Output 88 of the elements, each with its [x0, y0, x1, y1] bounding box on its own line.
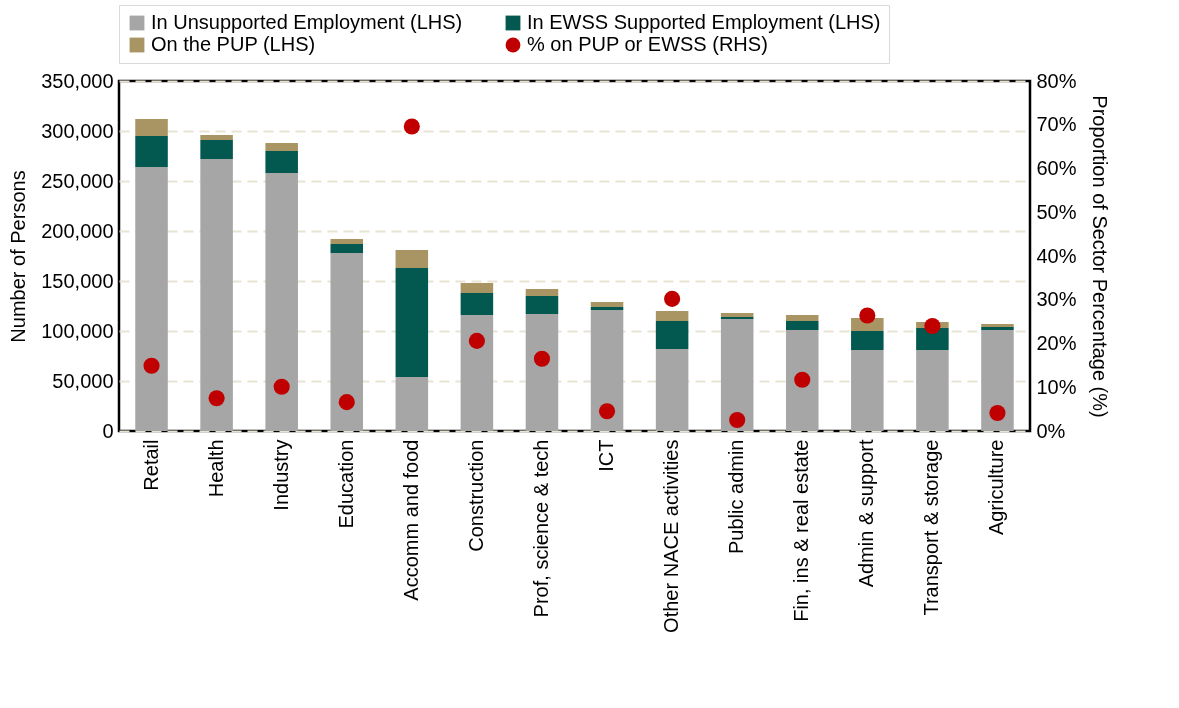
x-tick-label: Admin & support — [855, 439, 878, 588]
bar — [330, 253, 364, 431]
legend-label: % on PUP or EWSS (RHS) — [527, 33, 768, 55]
bar — [265, 173, 298, 431]
point — [794, 371, 811, 388]
point — [208, 390, 225, 407]
bar — [460, 293, 494, 315]
y2-tick-label: 60% — [1036, 157, 1077, 179]
bar — [395, 250, 429, 268]
point — [859, 307, 876, 324]
bar — [330, 244, 364, 253]
y2-tick-label: 50% — [1036, 200, 1077, 223]
point — [533, 350, 551, 367]
bar — [330, 239, 364, 244]
y-tick-label: 50,000 — [52, 369, 114, 392]
point — [924, 317, 941, 335]
y2-axis-title: Proportion of Sector Percentage (%) — [1088, 95, 1111, 418]
bar — [395, 377, 429, 431]
bar — [851, 331, 884, 350]
legend-label: In Unsupported Employment (LHS) — [151, 11, 463, 33]
point — [468, 332, 485, 349]
bar — [525, 296, 559, 314]
point — [989, 405, 1006, 422]
y-axis-title: Number of Persons — [7, 170, 30, 343]
bar — [655, 321, 689, 349]
x-tick-label: Prof, science & tech — [529, 439, 552, 618]
y2-tick-label: 10% — [1036, 375, 1077, 398]
y2-tick-label: 20% — [1036, 332, 1077, 354]
y2-tick-label: 30% — [1036, 288, 1077, 311]
bar — [265, 151, 298, 173]
point — [664, 290, 681, 307]
bar — [525, 289, 559, 296]
bar — [200, 135, 233, 140]
legend-label: In EWSS Supported Employment (LHS) — [527, 11, 881, 33]
point — [729, 412, 746, 429]
x-tick-label: Transport & storage — [920, 439, 943, 616]
y-tick-label: 250,000 — [41, 169, 114, 192]
y2-tick-label: 80% — [1036, 69, 1077, 92]
x-tick-label: Agriculture — [985, 439, 1008, 536]
x-tick-label: Construction — [464, 439, 487, 552]
bar — [590, 302, 624, 307]
legend-label: On the PUP (LHS) — [151, 33, 316, 55]
point — [338, 394, 355, 411]
y2-tick-label: 0% — [1036, 419, 1066, 442]
bar — [916, 328, 949, 350]
y2-tick-label: 70% — [1036, 113, 1077, 136]
bar — [851, 350, 884, 431]
bar — [135, 167, 168, 431]
x-tick-label: Industry — [269, 439, 292, 511]
bar — [525, 314, 559, 431]
y-tick-label: 350,000 — [41, 69, 114, 92]
point — [403, 118, 420, 135]
x-tick-label: Public admin — [725, 439, 748, 555]
x-tick-label: Education — [334, 439, 357, 529]
point — [598, 403, 616, 420]
bar — [460, 283, 494, 293]
y-tick-label: 300,000 — [41, 119, 114, 142]
x-tick-label: Fin, ins & real estate — [790, 439, 813, 622]
bar — [785, 315, 819, 321]
bar — [785, 321, 819, 330]
bar — [720, 319, 754, 431]
x-tick-label: Health — [204, 439, 227, 498]
x-tick-label: Other NACE activities — [660, 439, 683, 633]
bar — [135, 119, 168, 136]
x-tick-label: Accomm and food — [399, 439, 422, 601]
bar — [590, 310, 624, 431]
bar — [916, 350, 949, 431]
bar — [460, 315, 494, 431]
y2-tick-label: 40% — [1036, 244, 1077, 267]
y-tick-label: 150,000 — [41, 269, 114, 292]
bar — [135, 136, 168, 167]
point — [273, 378, 290, 395]
bar — [200, 159, 233, 431]
x-tick-label: ICT — [595, 439, 618, 472]
bar — [590, 307, 624, 310]
x-tick-label: Retail — [139, 439, 162, 491]
bar — [785, 330, 819, 431]
y-tick-label: 200,000 — [41, 219, 114, 242]
y-tick-label: 100,000 — [41, 319, 114, 342]
bar — [265, 143, 298, 151]
point — [143, 357, 160, 374]
bar — [200, 140, 233, 159]
y-tick-label: 0 — [102, 419, 114, 442]
bar — [395, 268, 429, 377]
bar — [655, 349, 689, 431]
bar — [720, 313, 754, 317]
bar — [655, 311, 689, 321]
bar — [981, 330, 1014, 431]
